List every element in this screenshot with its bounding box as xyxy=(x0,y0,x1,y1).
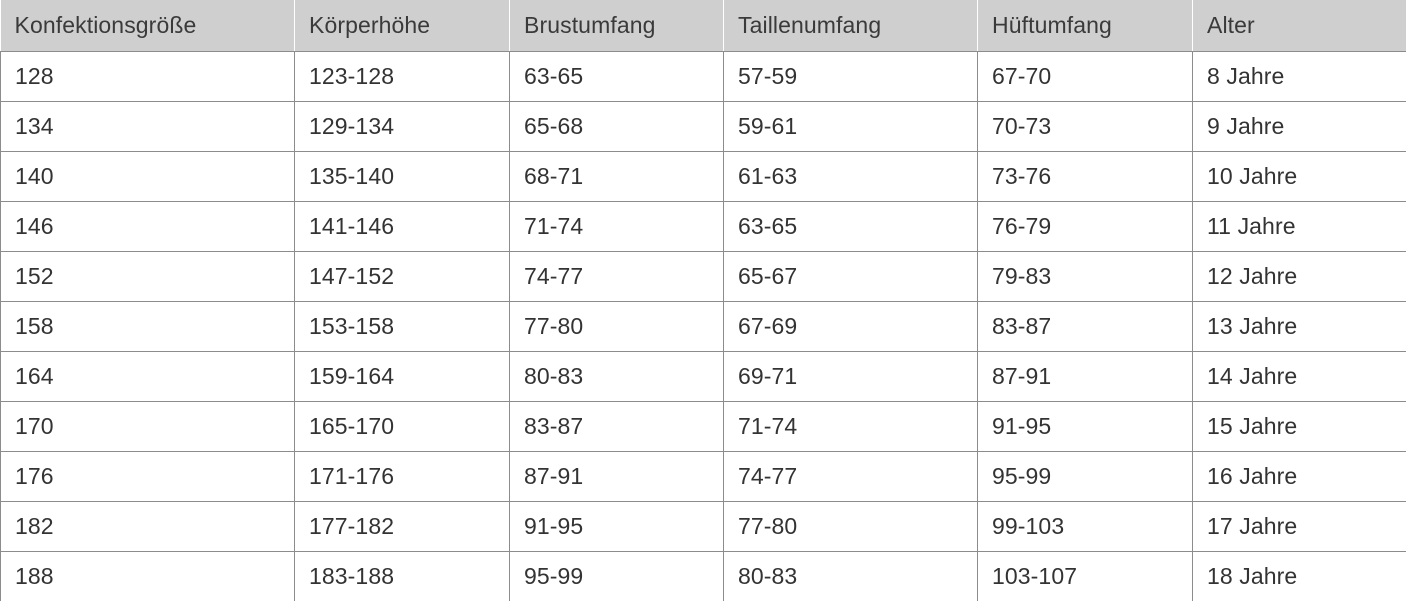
cell-taillenumfang: 65-67 xyxy=(723,251,978,302)
cell-hueftumfang: 99-103 xyxy=(977,501,1193,552)
cell-konfektionsgroesse: 134 xyxy=(0,101,295,152)
cell-alter: 11 Jahre xyxy=(1192,201,1406,252)
cell-konfektionsgroesse: 164 xyxy=(0,351,295,402)
cell-hueftumfang: 87-91 xyxy=(977,351,1193,402)
table-header: Konfektionsgröße Körperhöhe Brustumfang … xyxy=(0,0,1406,52)
cell-alter: 18 Jahre xyxy=(1192,551,1406,601)
cell-konfektionsgroesse: 140 xyxy=(0,151,295,202)
table-row: 158 153-158 77-80 67-69 83-87 13 Jahre xyxy=(0,301,1406,352)
cell-koerperhoehe: 123-128 xyxy=(294,51,510,102)
cell-koerperhoehe: 135-140 xyxy=(294,151,510,202)
table-row: 182 177-182 91-95 77-80 99-103 17 Jahre xyxy=(0,501,1406,552)
cell-taillenumfang: 57-59 xyxy=(723,51,978,102)
cell-brustumfang: 91-95 xyxy=(509,501,724,552)
cell-hueftumfang: 76-79 xyxy=(977,201,1193,252)
cell-brustumfang: 74-77 xyxy=(509,251,724,302)
cell-hueftumfang: 83-87 xyxy=(977,301,1193,352)
cell-brustumfang: 95-99 xyxy=(509,551,724,601)
column-header-hueftumfang: Hüftumfang xyxy=(977,0,1193,52)
cell-taillenumfang: 69-71 xyxy=(723,351,978,402)
table-row: 128 123-128 63-65 57-59 67-70 8 Jahre xyxy=(0,51,1406,102)
table-row: 176 171-176 87-91 74-77 95-99 16 Jahre xyxy=(0,451,1406,502)
table-body: 128 123-128 63-65 57-59 67-70 8 Jahre 134 129-1… xyxy=(0,51,1406,601)
cell-hueftumfang: 70-73 xyxy=(977,101,1193,152)
table-row: 146 141-146 71-74 63-65 76-79 11 Jahre xyxy=(0,201,1406,252)
cell-koerperhoehe: 171-176 xyxy=(294,451,510,502)
table-row: 164 159-164 80-83 69-71 87-91 14 Jahre xyxy=(0,351,1406,402)
cell-alter: 14 Jahre xyxy=(1192,351,1406,402)
column-header-taillenumfang: Taillenumfang xyxy=(723,0,978,52)
cell-taillenumfang: 74-77 xyxy=(723,451,978,502)
cell-konfektionsgroesse: 170 xyxy=(0,401,295,452)
table-row: 134 129-134 65-68 59-61 70-73 9 Jahre xyxy=(0,101,1406,152)
cell-konfektionsgroesse: 188 xyxy=(0,551,295,601)
cell-taillenumfang: 77-80 xyxy=(723,501,978,552)
cell-taillenumfang: 67-69 xyxy=(723,301,978,352)
cell-koerperhoehe: 183-188 xyxy=(294,551,510,601)
column-header-alter: Alter xyxy=(1192,0,1406,52)
table-row: 188 183-188 95-99 80-83 103-107 18 Jahre xyxy=(0,551,1406,601)
cell-koerperhoehe: 153-158 xyxy=(294,301,510,352)
cell-koerperhoehe: 159-164 xyxy=(294,351,510,402)
cell-konfektionsgroesse: 152 xyxy=(0,251,295,302)
cell-alter: 8 Jahre xyxy=(1192,51,1406,102)
cell-alter: 15 Jahre xyxy=(1192,401,1406,452)
cell-hueftumfang: 91-95 xyxy=(977,401,1193,452)
cell-alter: 12 Jahre xyxy=(1192,251,1406,302)
cell-alter: 13 Jahre xyxy=(1192,301,1406,352)
cell-alter: 17 Jahre xyxy=(1192,501,1406,552)
cell-alter: 9 Jahre xyxy=(1192,101,1406,152)
cell-brustumfang: 83-87 xyxy=(509,401,724,452)
cell-konfektionsgroesse: 182 xyxy=(0,501,295,552)
cell-koerperhoehe: 129-134 xyxy=(294,101,510,152)
cell-brustumfang: 63-65 xyxy=(509,51,724,102)
cell-brustumfang: 87-91 xyxy=(509,451,724,502)
cell-koerperhoehe: 177-182 xyxy=(294,501,510,552)
cell-koerperhoehe: 147-152 xyxy=(294,251,510,302)
cell-hueftumfang: 67-70 xyxy=(977,51,1193,102)
cell-taillenumfang: 63-65 xyxy=(723,201,978,252)
column-header-koerperhoehe: Körperhöhe xyxy=(294,0,510,52)
cell-hueftumfang: 95-99 xyxy=(977,451,1193,502)
table-header-row: Konfektionsgröße Körperhöhe Brustumfang … xyxy=(0,0,1406,52)
cell-hueftumfang: 103-107 xyxy=(977,551,1193,601)
cell-konfektionsgroesse: 176 xyxy=(0,451,295,502)
column-header-brustumfang: Brustumfang xyxy=(509,0,724,52)
cell-taillenumfang: 61-63 xyxy=(723,151,978,202)
table-row: 152 147-152 74-77 65-67 79-83 12 Jahre xyxy=(0,251,1406,302)
table-row: 170 165-170 83-87 71-74 91-95 15 Jahre xyxy=(0,401,1406,452)
cell-brustumfang: 71-74 xyxy=(509,201,724,252)
cell-alter: 16 Jahre xyxy=(1192,451,1406,502)
column-header-konfektionsgroesse: Konfektionsgröße xyxy=(0,0,295,52)
cell-alter: 10 Jahre xyxy=(1192,151,1406,202)
cell-konfektionsgroesse: 158 xyxy=(0,301,295,352)
cell-brustumfang: 80-83 xyxy=(509,351,724,402)
cell-hueftumfang: 79-83 xyxy=(977,251,1193,302)
cell-brustumfang: 77-80 xyxy=(509,301,724,352)
cell-brustumfang: 65-68 xyxy=(509,101,724,152)
cell-taillenumfang: 71-74 xyxy=(723,401,978,452)
cell-koerperhoehe: 165-170 xyxy=(294,401,510,452)
table-row: 140 135-140 68-71 61-63 73-76 10 Jahre xyxy=(0,151,1406,202)
cell-taillenumfang: 80-83 xyxy=(723,551,978,601)
cell-taillenumfang: 59-61 xyxy=(723,101,978,152)
cell-hueftumfang: 73-76 xyxy=(977,151,1193,202)
cell-brustumfang: 68-71 xyxy=(509,151,724,202)
cell-konfektionsgroesse: 146 xyxy=(0,201,295,252)
cell-konfektionsgroesse: 128 xyxy=(0,51,295,102)
cell-koerperhoehe: 141-146 xyxy=(294,201,510,252)
